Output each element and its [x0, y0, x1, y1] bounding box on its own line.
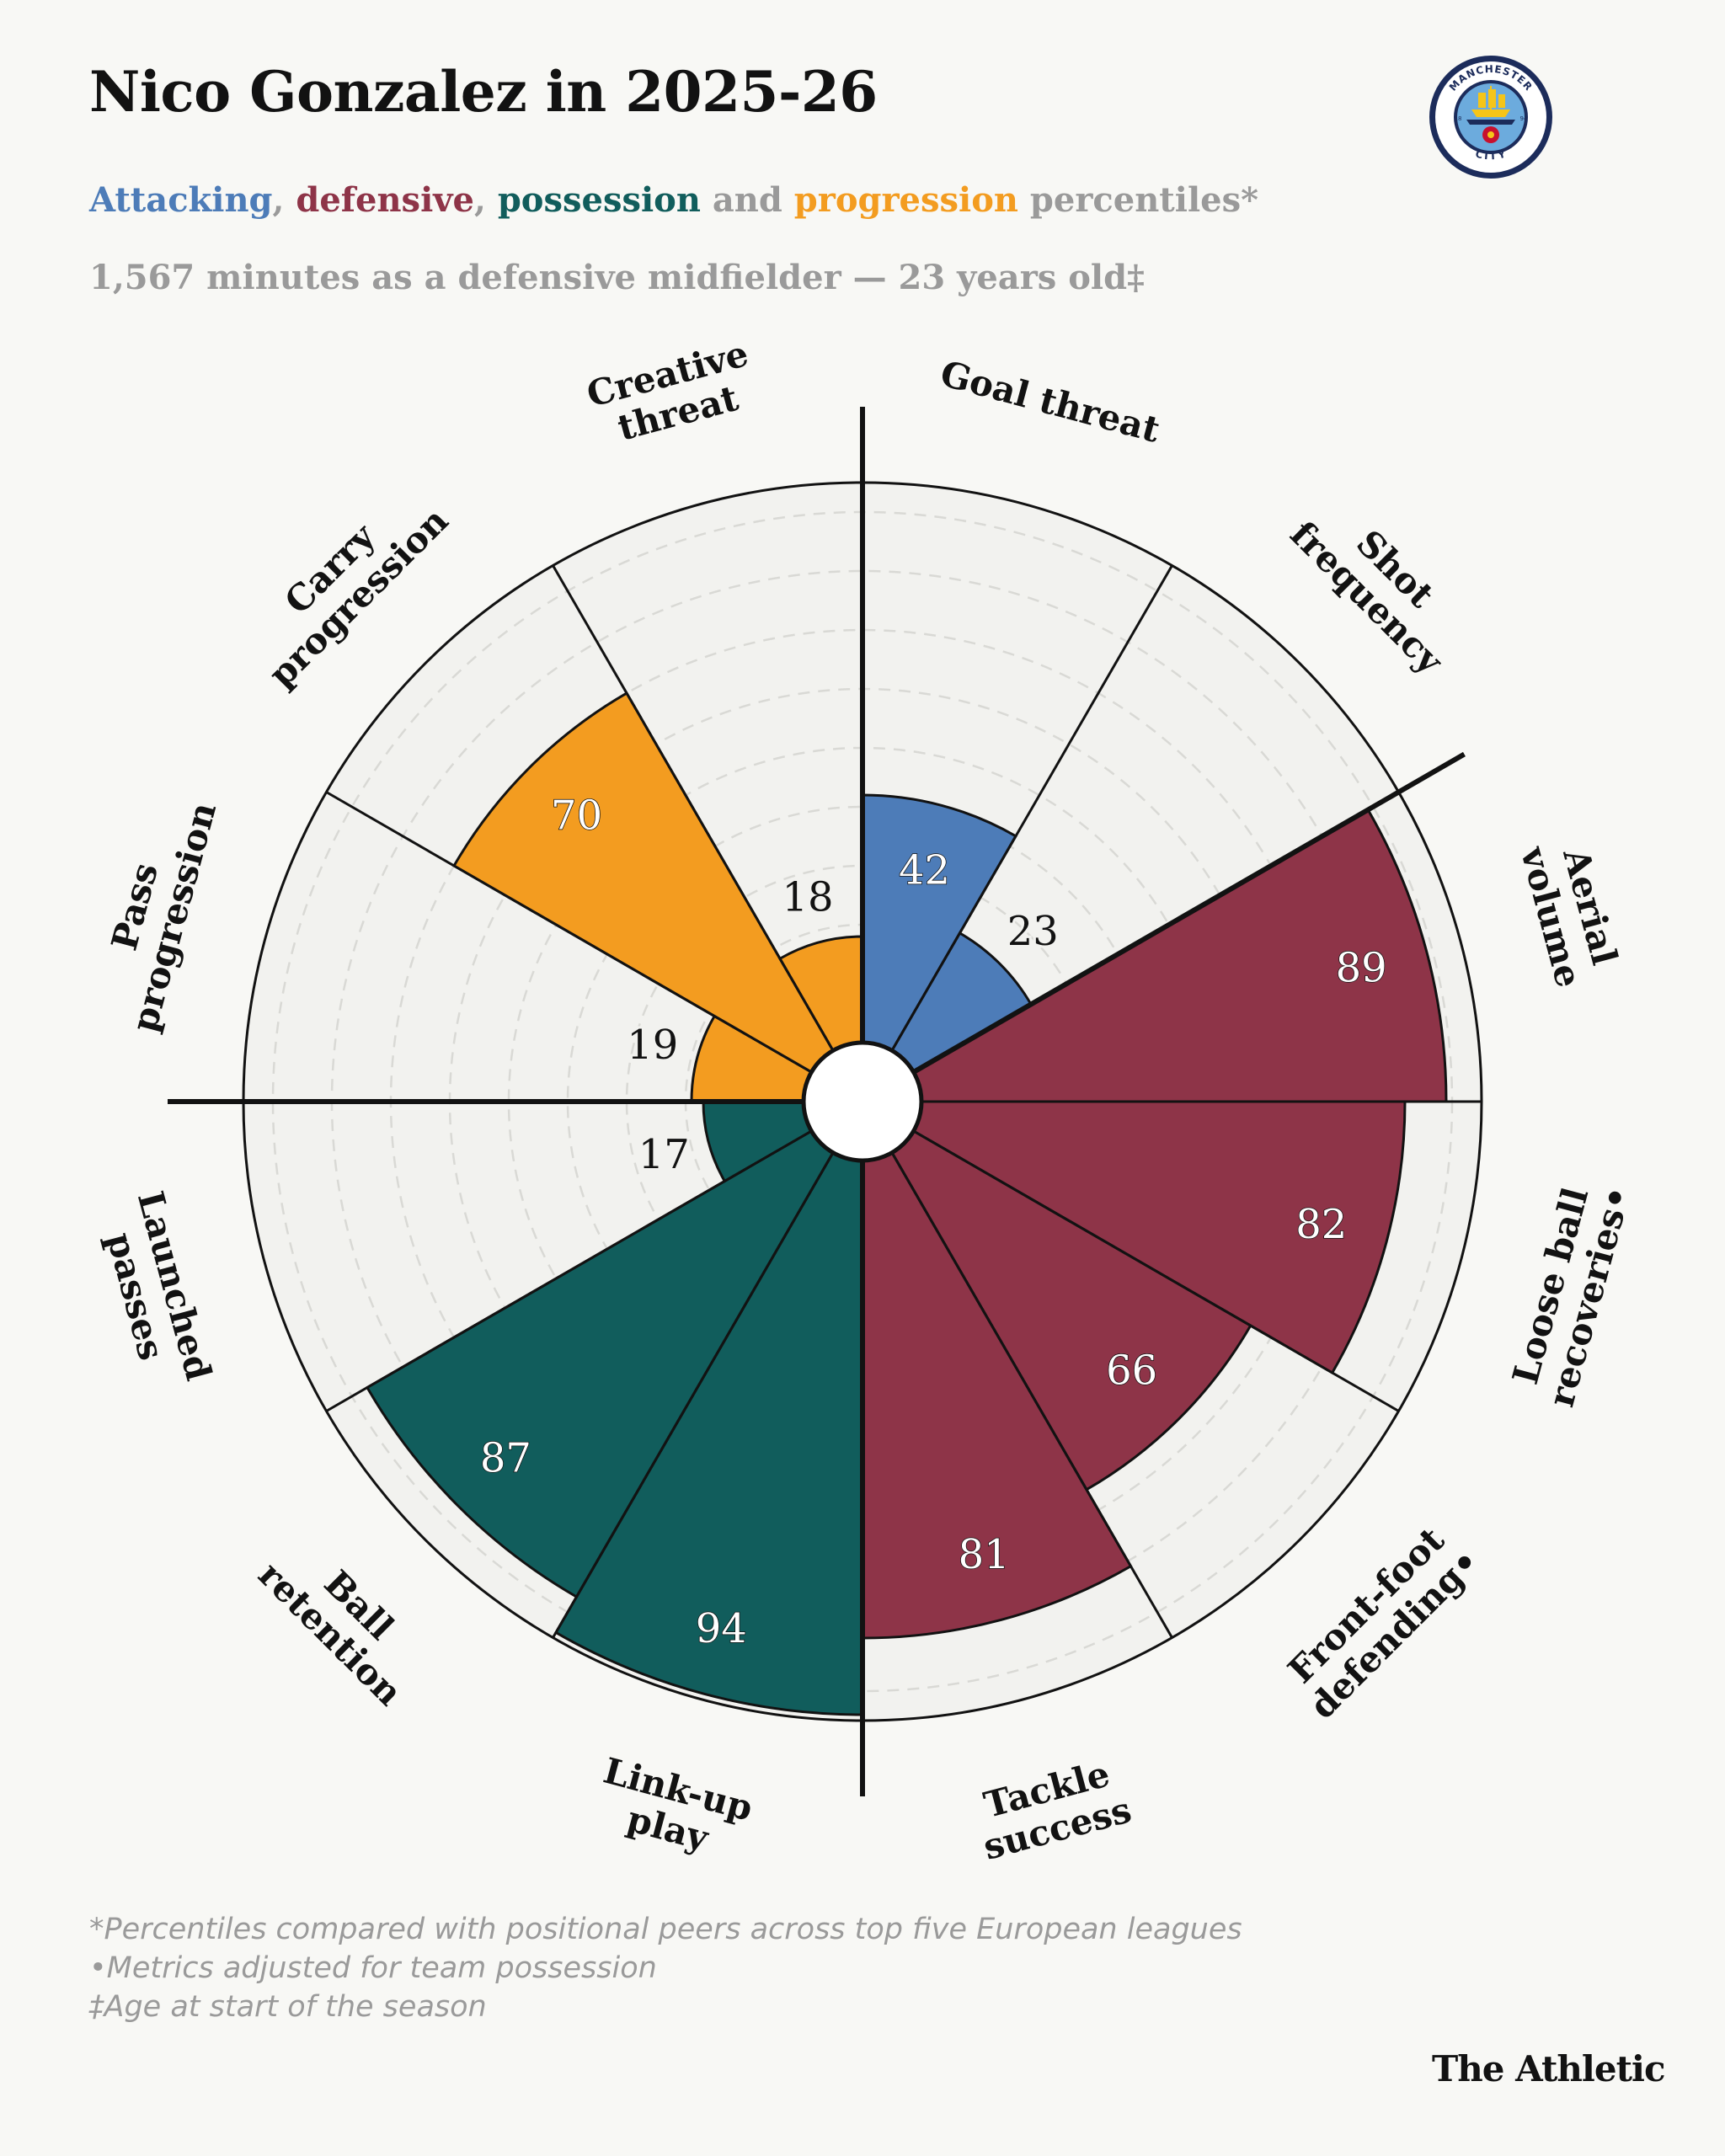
- value-label: 89: [1336, 944, 1387, 991]
- value-label: 70: [551, 792, 602, 840]
- quadrant-axes: [168, 407, 1466, 1796]
- value-label: 87: [480, 1435, 531, 1482]
- wedge-divider: [325, 1129, 813, 1412]
- value-label: 81: [959, 1531, 1010, 1578]
- wedge-divider: [325, 791, 813, 1074]
- club-crest-logo: MANCHESTER CITY 18 94: [1429, 56, 1552, 179]
- minutes-line: 1,567 minutes as a defensive midfielder …: [89, 258, 1145, 297]
- wedge-divider: [890, 564, 1173, 1052]
- category-label: Ballretention: [250, 1525, 439, 1714]
- category-label-line: Goal threat: [936, 353, 1164, 451]
- footnote-metrics: •Metrics adjusted for team possession: [89, 1951, 657, 1985]
- wedge-background: [553, 483, 862, 1051]
- subtitle-sep: ,: [272, 180, 296, 220]
- value-label: 42: [899, 847, 950, 894]
- subtitle-sep: ,: [473, 180, 498, 220]
- value-label: 19: [627, 1022, 678, 1069]
- wedge-divider: [890, 1151, 1173, 1639]
- wedge-divider: [552, 564, 835, 1052]
- value-label: 66: [1106, 1348, 1157, 1395]
- value-label: 23: [1007, 908, 1059, 955]
- subtitle-attacking: Attacking: [89, 180, 273, 220]
- category-label: Link-upplay: [589, 1750, 757, 1868]
- subtitle-possession: possession: [497, 180, 701, 220]
- wedge-background: [892, 565, 1399, 1072]
- crest-year-right: 94: [1520, 115, 1528, 122]
- category-label: Front-footdefending•: [1273, 1512, 1487, 1726]
- subtitle-rest: percentiles*: [1018, 180, 1259, 220]
- category-label: Tacklesuccess: [969, 1750, 1135, 1868]
- value-label: 94: [696, 1605, 747, 1652]
- group-axis: [912, 751, 1466, 1075]
- value-label: 17: [638, 1131, 690, 1178]
- footnote-percentiles: *Percentiles compared with positional pe…: [89, 1913, 1242, 1946]
- value-label: 82: [1295, 1201, 1347, 1248]
- subtitle-progression: progression: [793, 180, 1018, 220]
- category-label: Shotfrequency: [1282, 484, 1480, 682]
- brand-logo: The Athletic: [1432, 2048, 1666, 2089]
- wedge-divider: [552, 1151, 835, 1639]
- category-label: Launchedpasses: [91, 1187, 220, 1395]
- center-circle: [801, 1040, 924, 1163]
- subtitle-defensive: defensive: [296, 180, 474, 220]
- wedge-divider: [912, 1129, 1400, 1412]
- chart-bars: [365, 691, 1448, 1716]
- rose-icon: [1482, 126, 1499, 143]
- category-label: Carryprogression: [232, 471, 456, 695]
- center-circle: [801, 1040, 924, 1163]
- category-label: Aerialvolume: [1513, 831, 1629, 991]
- category-label: Creativethreat: [582, 333, 762, 454]
- chart-title: Nico Gonzalez in 2025-26: [89, 59, 878, 125]
- footnotes: *Percentiles compared with positional pe…: [89, 1910, 1242, 2026]
- value-labels: 42 23 89 82 66 81 94 87 17 19 70 18: [479, 792, 1387, 1653]
- category-label: Goal threat: [936, 353, 1164, 451]
- chart-subtitle: Attacking, defensive, possession and pro…: [89, 180, 1258, 220]
- footnote-age: ‡Age at start of the season: [89, 1990, 487, 2024]
- subtitle-and: and: [700, 180, 794, 220]
- category-label: Loose ballrecoveries•: [1501, 1171, 1638, 1412]
- ship-icon: [1471, 86, 1510, 117]
- value-label: 18: [782, 874, 833, 921]
- category-label: Passprogression: [84, 787, 224, 1036]
- crest-year-left: 18: [1455, 115, 1462, 122]
